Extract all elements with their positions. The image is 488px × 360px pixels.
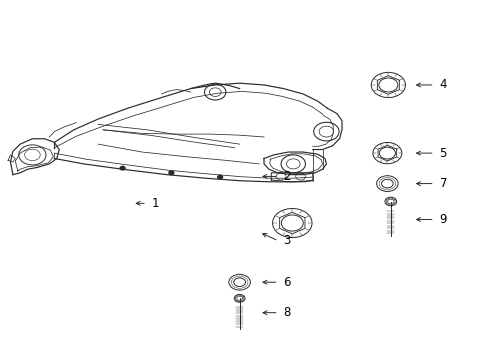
- Text: 7: 7: [439, 177, 446, 190]
- Text: 6: 6: [283, 276, 290, 289]
- Circle shape: [120, 166, 125, 170]
- Text: 2: 2: [283, 170, 290, 183]
- Text: 1: 1: [152, 197, 159, 210]
- Text: 4: 4: [439, 78, 446, 91]
- Text: 8: 8: [283, 306, 290, 319]
- Circle shape: [168, 171, 173, 175]
- Circle shape: [217, 175, 222, 179]
- Text: 5: 5: [439, 147, 446, 159]
- Text: 3: 3: [283, 234, 290, 247]
- Text: 9: 9: [439, 213, 446, 226]
